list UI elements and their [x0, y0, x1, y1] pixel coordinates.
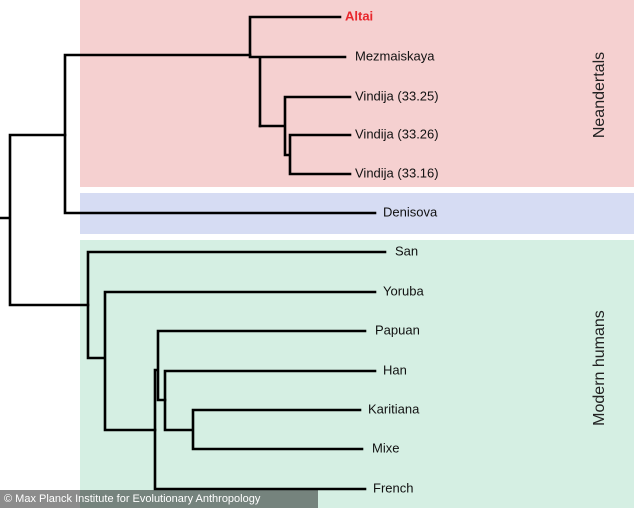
- leaf-label: Papuan: [375, 322, 420, 337]
- leaf-label: Denisova: [383, 204, 438, 219]
- leaf-labels: Altai Mezmaiskaya Vindija (33.25) Vindij…: [345, 8, 439, 495]
- leaf-label: Vindija (33.16): [355, 165, 439, 180]
- neandertal-band: [80, 0, 634, 187]
- leaf-label: Vindija (33.26): [355, 126, 439, 141]
- modern-band: [80, 240, 634, 508]
- leaf-label: Karitiana: [368, 401, 420, 416]
- group-label: Modern humans: [591, 310, 608, 426]
- leaf-label: Vindija (33.25): [355, 88, 439, 103]
- leaf-label: Mixe: [372, 440, 399, 455]
- branches: [0, 15, 387, 491]
- leaf-label: Altai: [345, 8, 373, 23]
- leaf-label: Han: [383, 362, 407, 377]
- leaf-label: San: [395, 243, 418, 258]
- leaf-label: French: [373, 480, 413, 495]
- leaf-label: Yoruba: [383, 283, 424, 298]
- credit-background: [0, 490, 318, 508]
- leaf-label: Mezmaiskaya: [355, 48, 435, 63]
- group-label: Neandertals: [591, 52, 608, 138]
- credit: © Max Planck Institute for Evolutionary …: [4, 493, 261, 505]
